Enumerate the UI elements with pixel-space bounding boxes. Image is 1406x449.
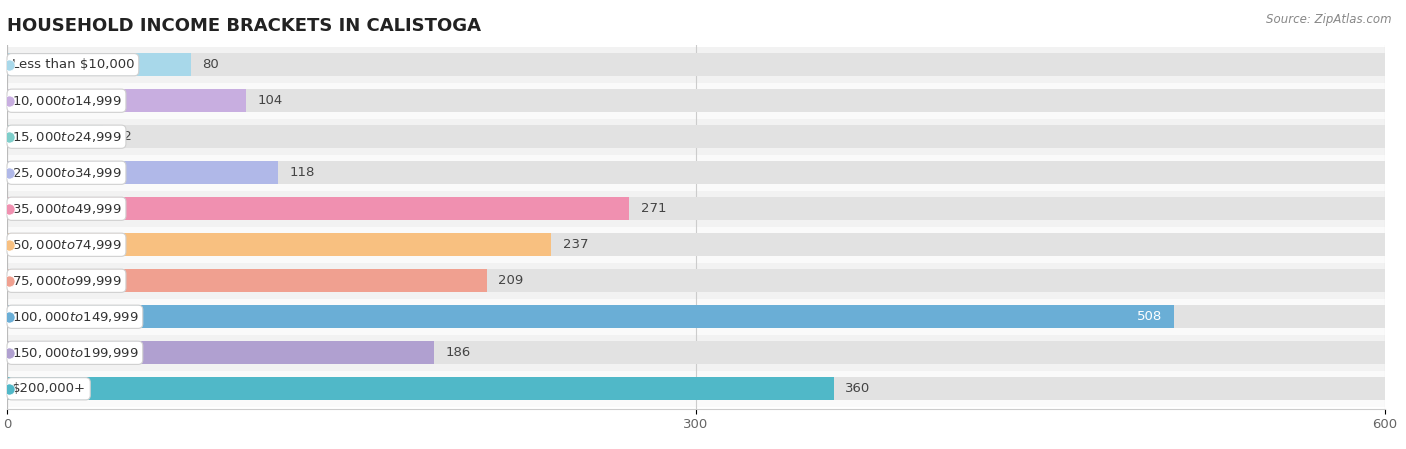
Text: 360: 360 — [845, 382, 870, 395]
Text: 209: 209 — [499, 274, 523, 287]
Bar — [7, 341, 434, 365]
Bar — [7, 371, 1385, 407]
Bar — [7, 53, 1385, 76]
Text: 118: 118 — [290, 166, 315, 179]
Text: 237: 237 — [562, 238, 588, 251]
Text: $150,000 to $199,999: $150,000 to $199,999 — [11, 346, 138, 360]
Bar — [7, 125, 104, 149]
Bar — [7, 161, 278, 185]
Text: $200,000+: $200,000+ — [11, 382, 86, 395]
Bar — [7, 197, 1385, 220]
Bar — [7, 83, 1385, 119]
Text: $35,000 to $49,999: $35,000 to $49,999 — [11, 202, 121, 216]
Text: $10,000 to $14,999: $10,000 to $14,999 — [11, 94, 121, 108]
Text: $15,000 to $24,999: $15,000 to $24,999 — [11, 130, 121, 144]
Bar — [7, 89, 1385, 112]
Text: Less than $10,000: Less than $10,000 — [11, 58, 134, 71]
Text: 271: 271 — [641, 202, 666, 215]
Bar — [7, 263, 1385, 299]
Bar — [7, 53, 191, 76]
Bar — [7, 269, 1385, 292]
Text: 508: 508 — [1137, 310, 1163, 323]
Bar — [7, 227, 1385, 263]
Bar — [7, 299, 1385, 335]
Bar — [7, 335, 1385, 371]
Text: Source: ZipAtlas.com: Source: ZipAtlas.com — [1267, 13, 1392, 26]
Text: 42: 42 — [115, 130, 132, 143]
Bar — [7, 119, 1385, 155]
Bar — [7, 155, 1385, 191]
Bar — [7, 269, 486, 292]
Bar — [7, 47, 1385, 83]
Text: 104: 104 — [257, 94, 283, 107]
Bar — [7, 89, 246, 112]
Text: HOUSEHOLD INCOME BRACKETS IN CALISTOGA: HOUSEHOLD INCOME BRACKETS IN CALISTOGA — [7, 17, 481, 35]
Bar — [7, 377, 1385, 401]
Bar — [7, 233, 551, 256]
Bar — [7, 305, 1174, 329]
Text: $100,000 to $149,999: $100,000 to $149,999 — [11, 310, 138, 324]
Bar — [7, 161, 1385, 185]
Bar — [7, 125, 1385, 149]
Text: 80: 80 — [202, 58, 219, 71]
Text: $50,000 to $74,999: $50,000 to $74,999 — [11, 238, 121, 252]
Text: 186: 186 — [446, 346, 471, 359]
Text: $25,000 to $34,999: $25,000 to $34,999 — [11, 166, 121, 180]
Bar — [7, 341, 1385, 365]
Bar — [7, 197, 630, 220]
Bar — [7, 377, 834, 401]
Bar — [7, 305, 1385, 329]
Text: $75,000 to $99,999: $75,000 to $99,999 — [11, 274, 121, 288]
Bar — [7, 191, 1385, 227]
Bar — [7, 233, 1385, 256]
